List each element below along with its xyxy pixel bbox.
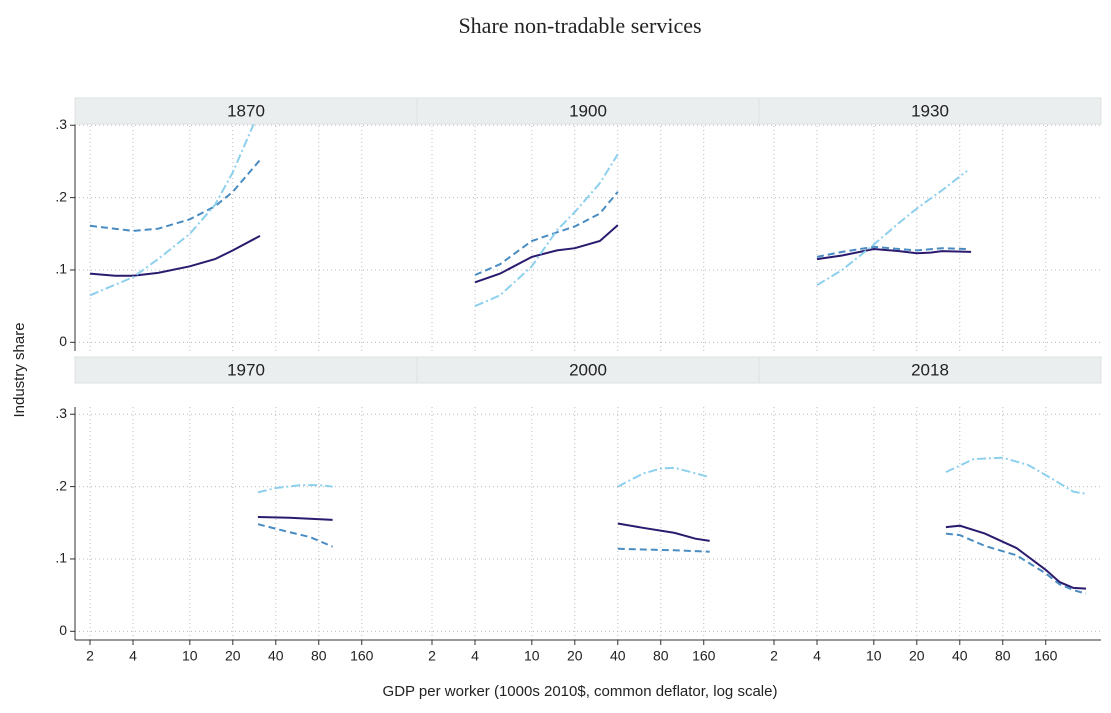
- x-tick-label: 80: [653, 648, 669, 664]
- series-line: [617, 466, 710, 488]
- y-tick-label: .2: [55, 188, 67, 204]
- series-line: [89, 235, 261, 277]
- y-tick-label: .2: [55, 477, 67, 493]
- panel-title: 1870: [227, 101, 265, 120]
- y-tick-label: .1: [55, 261, 67, 277]
- series-line: [474, 224, 619, 284]
- series-line: [89, 159, 261, 232]
- panel-header: [416, 356, 760, 384]
- panel-header: [74, 97, 418, 125]
- x-tick-label: 10: [524, 648, 540, 664]
- series-line: [617, 522, 710, 542]
- x-tick-label: 40: [952, 648, 968, 664]
- series-line: [257, 484, 333, 494]
- y-tick-label: .3: [55, 405, 67, 421]
- series-line: [945, 532, 1087, 595]
- x-tick-label: 160: [350, 648, 374, 664]
- x-tick-label: 2: [770, 648, 778, 664]
- x-tick-label: 10: [866, 648, 882, 664]
- series-line: [816, 170, 968, 287]
- panel-header: [758, 356, 1102, 384]
- series-line: [89, 114, 259, 297]
- panel-title: 2000: [569, 360, 607, 379]
- x-tick-label: 4: [471, 648, 479, 664]
- series-line: [257, 516, 333, 521]
- series-line: [617, 547, 710, 553]
- x-tick-label: 80: [311, 648, 327, 664]
- panel-title: 2018: [911, 360, 949, 379]
- y-tick-label: .3: [55, 116, 67, 132]
- y-axis-label: Industry share: [11, 322, 28, 417]
- series-line: [257, 523, 333, 548]
- x-tick-label: 160: [1034, 648, 1058, 664]
- series-line: [816, 245, 968, 258]
- panel-header: [758, 97, 1102, 125]
- x-tick-label: 20: [909, 648, 925, 664]
- chart-title: Share non-tradable services: [458, 13, 701, 38]
- panel-header: [74, 356, 418, 384]
- y-tick-label: .1: [55, 550, 67, 566]
- panel-title: 1900: [569, 101, 607, 120]
- x-tick-label: 4: [813, 648, 821, 664]
- series-line: [816, 247, 972, 261]
- x-tick-label: 2: [86, 648, 94, 664]
- panel-title: 1930: [911, 101, 949, 120]
- x-tick-label: 20: [225, 648, 241, 664]
- x-tick-label: 10: [182, 648, 198, 664]
- series-line: [945, 456, 1087, 495]
- panel-header: [416, 97, 760, 125]
- x-tick-label: 20: [567, 648, 583, 664]
- x-tick-label: 40: [268, 648, 284, 664]
- x-tick-label: 80: [995, 648, 1011, 664]
- x-axis-label: GDP per worker (1000s 2010$, common defl…: [383, 683, 778, 700]
- x-tick-label: 4: [129, 648, 137, 664]
- series-line: [474, 153, 619, 308]
- y-tick-label: 0: [59, 622, 67, 638]
- x-tick-label: 2: [428, 648, 436, 664]
- series-line: [474, 191, 619, 276]
- series-line: [945, 524, 1087, 590]
- y-tick-label: 0: [59, 333, 67, 349]
- x-tick-label: 40: [610, 648, 626, 664]
- panel-title: 1970: [227, 360, 265, 379]
- x-tick-label: 160: [692, 648, 716, 664]
